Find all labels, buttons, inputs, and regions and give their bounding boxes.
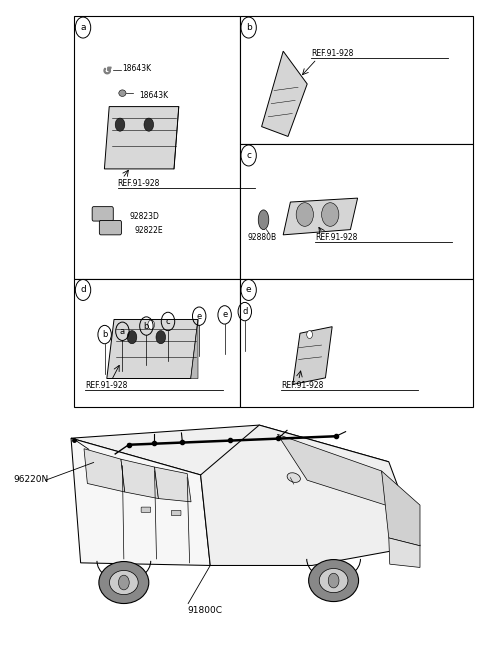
Polygon shape	[107, 319, 198, 379]
Polygon shape	[382, 471, 420, 546]
FancyBboxPatch shape	[92, 207, 113, 221]
Circle shape	[115, 118, 125, 131]
Polygon shape	[71, 425, 389, 475]
Text: 96220N: 96220N	[13, 475, 48, 484]
FancyBboxPatch shape	[240, 144, 473, 279]
Circle shape	[119, 575, 129, 590]
Polygon shape	[277, 434, 390, 506]
Text: e: e	[197, 312, 202, 321]
Text: d: d	[242, 307, 248, 316]
Circle shape	[144, 118, 154, 131]
Text: REF.91-928: REF.91-928	[281, 380, 323, 390]
Circle shape	[156, 331, 166, 344]
Polygon shape	[283, 198, 358, 235]
FancyBboxPatch shape	[141, 507, 151, 512]
Ellipse shape	[319, 569, 348, 592]
FancyBboxPatch shape	[74, 279, 240, 407]
Circle shape	[307, 331, 312, 338]
FancyBboxPatch shape	[171, 510, 181, 516]
Text: REF.91-928: REF.91-928	[85, 380, 128, 390]
Ellipse shape	[109, 571, 138, 594]
Ellipse shape	[258, 210, 269, 230]
Ellipse shape	[287, 473, 300, 482]
Circle shape	[322, 203, 339, 226]
Text: c: c	[166, 317, 170, 326]
Polygon shape	[293, 327, 332, 384]
Text: e: e	[246, 285, 252, 295]
Text: 92822E: 92822E	[134, 226, 163, 236]
Polygon shape	[155, 467, 191, 502]
FancyBboxPatch shape	[240, 16, 473, 144]
FancyBboxPatch shape	[74, 16, 240, 279]
Circle shape	[328, 573, 339, 588]
Ellipse shape	[99, 562, 149, 604]
Text: REF.91-928: REF.91-928	[118, 179, 160, 188]
Text: 18643K: 18643K	[122, 64, 152, 73]
Text: e: e	[222, 310, 227, 319]
Text: 92823D: 92823D	[130, 212, 159, 221]
Text: 92880B: 92880B	[247, 233, 276, 242]
Text: b: b	[144, 321, 149, 331]
Polygon shape	[84, 449, 125, 492]
Text: a: a	[80, 23, 86, 32]
Text: d: d	[80, 285, 86, 295]
Text: b: b	[102, 330, 108, 339]
Circle shape	[148, 320, 155, 329]
Circle shape	[127, 331, 137, 344]
Text: c: c	[246, 151, 251, 160]
Ellipse shape	[119, 90, 126, 96]
Text: a: a	[120, 327, 125, 336]
FancyBboxPatch shape	[240, 279, 473, 407]
Text: 18643K: 18643K	[139, 91, 168, 100]
Text: b: b	[246, 23, 252, 32]
Text: REF.91-928: REF.91-928	[311, 49, 353, 58]
Polygon shape	[191, 319, 198, 379]
Polygon shape	[262, 51, 307, 136]
Text: 91800C: 91800C	[187, 606, 222, 615]
Text: REF.91-928: REF.91-928	[315, 233, 357, 242]
FancyBboxPatch shape	[99, 220, 121, 235]
Circle shape	[296, 203, 313, 226]
Polygon shape	[121, 459, 158, 499]
Polygon shape	[104, 106, 179, 169]
Polygon shape	[71, 438, 210, 565]
Ellipse shape	[309, 560, 359, 602]
Polygon shape	[389, 538, 420, 567]
Polygon shape	[201, 425, 420, 565]
